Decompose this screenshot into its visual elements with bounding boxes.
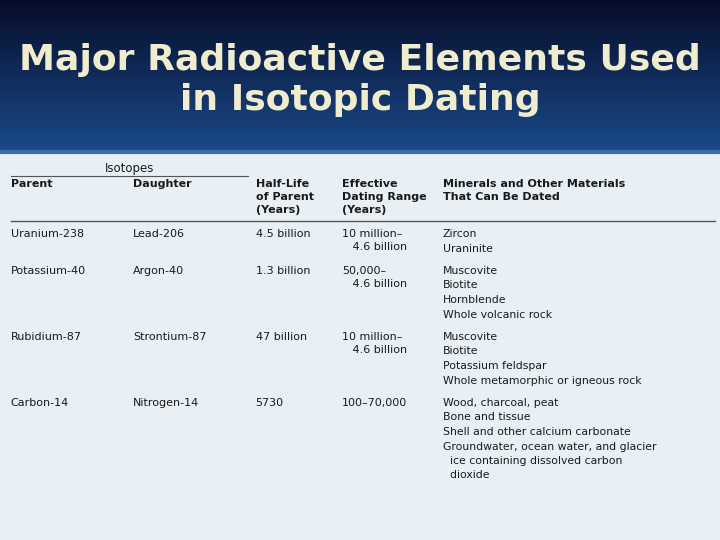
Text: Whole metamorphic or igneous rock: Whole metamorphic or igneous rock bbox=[443, 375, 642, 386]
Text: Groundwater, ocean water, and glacier: Groundwater, ocean water, and glacier bbox=[443, 442, 657, 451]
Text: Whole volcanic rock: Whole volcanic rock bbox=[443, 309, 552, 320]
Text: Daughter: Daughter bbox=[133, 179, 192, 189]
Text: ice containing dissolved carbon: ice containing dissolved carbon bbox=[443, 456, 622, 466]
Text: Parent: Parent bbox=[11, 179, 53, 189]
Text: 50,000–
   4.6 billion: 50,000– 4.6 billion bbox=[342, 266, 407, 289]
Text: Strontium-87: Strontium-87 bbox=[133, 332, 207, 342]
Text: Uraninite: Uraninite bbox=[443, 244, 492, 253]
Text: 4.5 billion: 4.5 billion bbox=[256, 229, 310, 239]
Text: Uranium-238: Uranium-238 bbox=[11, 229, 84, 239]
Text: Muscovite: Muscovite bbox=[443, 332, 498, 342]
Text: Shell and other calcium carbonate: Shell and other calcium carbonate bbox=[443, 427, 631, 437]
Text: Wood, charcoal, peat: Wood, charcoal, peat bbox=[443, 398, 558, 408]
Text: 1.3 billion: 1.3 billion bbox=[256, 266, 310, 276]
Text: dioxide: dioxide bbox=[443, 470, 490, 481]
Text: 10 million–
   4.6 billion: 10 million– 4.6 billion bbox=[342, 229, 407, 252]
Text: Carbon-14: Carbon-14 bbox=[11, 398, 69, 408]
Text: Minerals and Other Materials
That Can Be Dated: Minerals and Other Materials That Can Be… bbox=[443, 179, 625, 202]
Text: Argon-40: Argon-40 bbox=[133, 266, 184, 276]
Text: Isotopes: Isotopes bbox=[104, 162, 154, 175]
Text: 100–70,000: 100–70,000 bbox=[342, 398, 408, 408]
Text: Muscovite: Muscovite bbox=[443, 266, 498, 276]
Text: Effective
Dating Range
(Years): Effective Dating Range (Years) bbox=[342, 179, 427, 214]
Text: Potassium-40: Potassium-40 bbox=[11, 266, 86, 276]
Text: Biotite: Biotite bbox=[443, 280, 478, 291]
Bar bbox=[0, 152, 720, 540]
Text: Rubidium-87: Rubidium-87 bbox=[11, 332, 82, 342]
Text: Hornblende: Hornblende bbox=[443, 295, 506, 305]
Text: Major Radioactive Elements Used: Major Radioactive Elements Used bbox=[19, 43, 701, 77]
Text: Zircon: Zircon bbox=[443, 229, 477, 239]
Text: in Isotopic Dating: in Isotopic Dating bbox=[180, 83, 540, 117]
Text: 5730: 5730 bbox=[256, 398, 284, 408]
Text: Half-Life
of Parent
(Years): Half-Life of Parent (Years) bbox=[256, 179, 314, 214]
Text: Nitrogen-14: Nitrogen-14 bbox=[133, 398, 199, 408]
Text: Lead-206: Lead-206 bbox=[133, 229, 185, 239]
Text: 47 billion: 47 billion bbox=[256, 332, 307, 342]
Text: 10 million–
   4.6 billion: 10 million– 4.6 billion bbox=[342, 332, 407, 355]
Text: Biotite: Biotite bbox=[443, 347, 478, 356]
Text: Bone and tissue: Bone and tissue bbox=[443, 413, 531, 422]
Text: Potassium feldspar: Potassium feldspar bbox=[443, 361, 546, 371]
